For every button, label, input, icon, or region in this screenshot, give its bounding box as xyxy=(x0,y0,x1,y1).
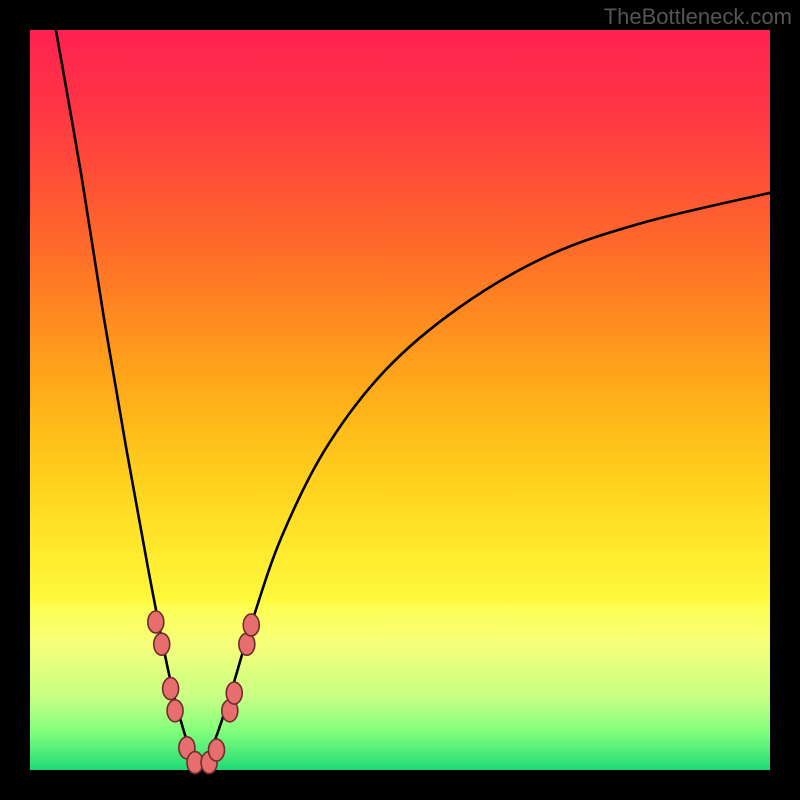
gradient-background xyxy=(30,30,770,770)
chart-stage: TheBottleneck.com xyxy=(0,0,800,800)
curve-marker xyxy=(148,611,164,633)
watermark-text: TheBottleneck.com xyxy=(604,4,792,30)
chart-svg xyxy=(0,0,800,800)
curve-marker xyxy=(208,739,224,761)
curve-marker xyxy=(167,700,183,722)
curve-marker xyxy=(243,614,259,636)
curve-marker xyxy=(226,682,242,704)
curve-marker xyxy=(163,678,179,700)
curve-marker xyxy=(154,633,170,655)
